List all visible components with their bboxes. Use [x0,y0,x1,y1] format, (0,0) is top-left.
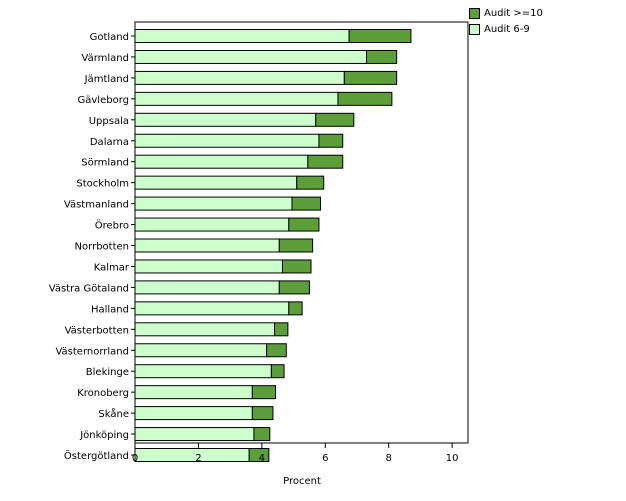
bar-segment [134,259,283,274]
bar-segment [134,91,339,106]
y-tick-label: Norrbotten [75,242,129,253]
bar-segment [134,196,293,211]
bar-segment [134,70,345,85]
bar-segment [266,343,287,358]
legend-label: Audit 6-9 [484,23,530,35]
bar-segment [134,322,276,337]
bar-segment [366,49,398,64]
legend: Audit >=10 Audit 6-9 [469,5,543,37]
bar-segment [134,343,268,358]
legend-item: Audit >=10 [469,5,543,21]
legend-swatch [469,7,480,19]
bar-segment [251,385,276,400]
bar-segment [307,154,344,169]
x-tick-label: 10 [446,453,459,464]
x-axis-label: Procent [283,476,321,487]
bar-segment [251,406,274,421]
y-tick-label: Stockholm [76,179,129,190]
bar-segment [318,133,344,148]
y-tick-label: Jönköping [79,430,129,441]
legend-swatch [469,23,480,35]
x-tick-label: 6 [322,453,328,464]
bar-segment [337,91,393,106]
bar-segment [134,238,280,253]
bar-segment [134,29,350,43]
bar-segment [281,259,312,274]
legend-label: Audit >=10 [484,7,543,19]
y-tick-label: Skåne [98,407,129,420]
bar-segment [278,280,310,295]
legend-item: Audit 6-9 [469,21,543,37]
bar-segment [134,154,309,169]
y-tick-label: Örebro [95,219,129,232]
bar-segment [134,49,368,64]
y-tick-label: Västernorrland [55,346,129,357]
x-axis: 0 2 4 6 8 10 [132,443,459,464]
bar-segment [315,112,355,127]
y-tick-label: Halland [91,304,129,315]
y-tick-label: Östergötland [64,449,129,462]
bar-segment [134,175,298,190]
bars [134,29,412,462]
y-tick-label: Kronoberg [77,388,129,399]
bar-segment [288,301,303,316]
bar-segment [296,175,325,190]
bar-segment [253,427,271,442]
y-tick-label: Sörmland [81,158,129,169]
y-tick-label: Kalmar [94,262,130,273]
x-tick-label: 2 [195,453,201,464]
y-tick-label: Dalarna [90,137,129,148]
y-tick-label: Västerbotten [65,325,129,336]
x-tick-label: 8 [386,453,392,464]
y-tick-label: Västmanland [64,200,129,211]
y-tick-label: Uppsala [89,116,129,127]
x-tick-label: 4 [259,453,265,464]
bar-segment [134,427,255,442]
plot-area [134,21,469,444]
x-tick-label: 0 [132,453,138,464]
plot-frame [134,21,469,444]
bar-segment [248,448,270,462]
bar-segment [134,448,250,462]
bar-segment [134,301,290,316]
bar-segment [134,217,290,232]
bar-segment [288,217,320,232]
bar-segment [278,238,314,253]
y-tick-label: Jämtland [84,74,129,85]
y-tick-label: Värmland [82,53,129,64]
y-tick-label: Gävleborg [78,95,129,106]
bar-segment [274,322,289,337]
bar-segment [134,112,317,127]
y-tick-label: Gotland [90,32,129,43]
bar-segment [343,70,398,85]
bar-segment [134,133,320,148]
bar-segment [291,196,322,211]
bar-segment [134,406,253,421]
y-axis: Gotland Värmland Jämtland Gävleborg Uppsala D… [49,32,135,462]
y-tick-label: Blekinge [86,367,129,378]
bar-segment [134,280,280,295]
bar-segment [134,385,253,400]
bar-segment [134,364,272,379]
bar-segment [348,29,412,43]
y-tick-label: Västra Götaland [49,283,129,294]
bar-segment [270,364,285,379]
